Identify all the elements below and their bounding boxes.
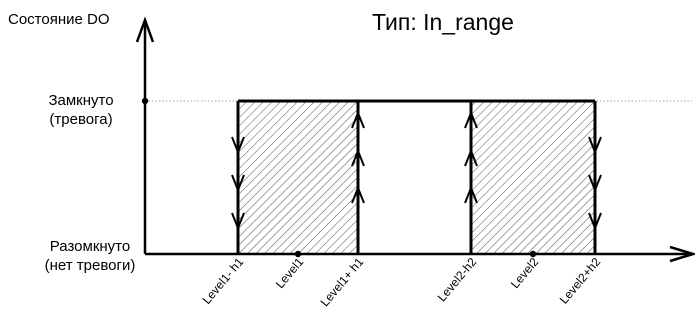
closed-state-dot (141, 97, 149, 105)
level1-dot (294, 250, 302, 258)
open-state-sublabel: (нет тревоги) (45, 257, 136, 274)
up-arrow-icon (351, 110, 365, 129)
up-arrow-icon (351, 148, 365, 167)
hysteresis-zone-1 (238, 101, 358, 254)
closed-state-label: Замкнуто (48, 92, 113, 109)
page-title: Тип: In_range (372, 9, 514, 35)
closed-state-sublabel: (тревога) (49, 111, 112, 128)
level-label-level2-plus-h2: Level2+h2 (557, 255, 604, 307)
down-arrow-icon (588, 136, 602, 155)
down-arrow-icon (588, 174, 602, 193)
down-arrow-icon (231, 136, 245, 155)
level-label-level1-minus-h1: Level1- h1 (200, 255, 247, 307)
up-arrow-icon (351, 185, 365, 204)
down-arrow-icon (588, 212, 602, 231)
up-arrow-icon (464, 185, 478, 204)
up-arrow-icon (464, 110, 478, 129)
level-label-level1-plus-h1: Level1+ h1 (318, 255, 367, 309)
y-axis-label: Состояние DO (8, 11, 110, 28)
level2-dot (529, 250, 537, 258)
hysteresis-zone-2 (471, 101, 595, 254)
level-label-level2: Level2 (508, 255, 542, 291)
level-label-level1: Level1 (273, 255, 307, 291)
open-state-label: Разомкнуто (50, 238, 130, 255)
down-arrow-icon (231, 174, 245, 193)
x-axis-arrowhead (669, 245, 695, 263)
y-axis-arrowhead (135, 16, 155, 43)
down-arrow-icon (231, 212, 245, 231)
level-label-level2-minus-h2: Level2-h2 (435, 255, 480, 305)
up-arrow-icon (464, 148, 478, 167)
